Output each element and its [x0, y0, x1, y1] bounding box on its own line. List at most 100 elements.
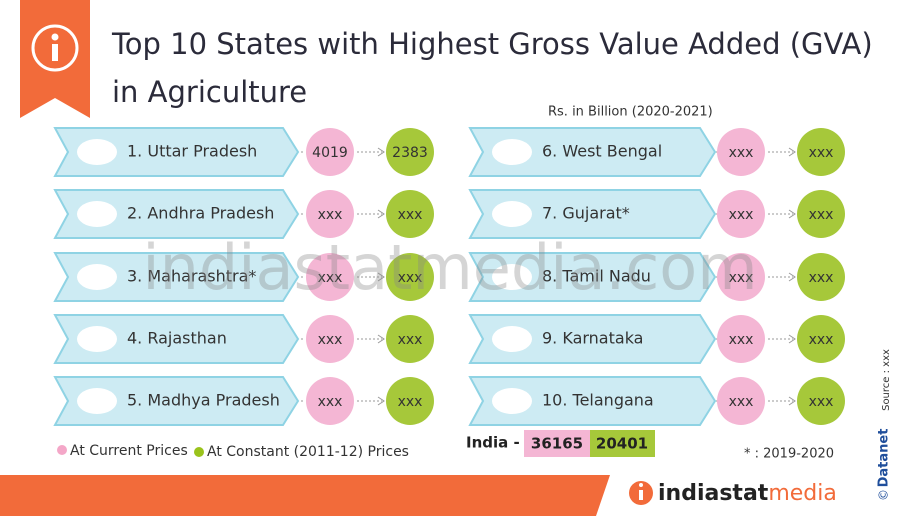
- state-name: 2. Andhra Pradesh: [127, 204, 274, 223]
- constant-circle: [386, 315, 434, 363]
- state-name: 1. Uttar Pradesh: [127, 142, 257, 161]
- arrow-head: [377, 209, 385, 219]
- info-icon-bar: [52, 44, 58, 61]
- india-constant-box: [590, 430, 655, 457]
- state-banner: [53, 127, 300, 177]
- constant-circle: [386, 190, 434, 238]
- arrow-head: [377, 272, 385, 282]
- current-circle: [306, 253, 354, 301]
- info-icon-dot: [51, 33, 59, 41]
- constant-circle: [386, 377, 434, 425]
- current-circle: [717, 253, 765, 301]
- state-name: 4. Rajasthan: [127, 329, 227, 348]
- current-value: xxx: [318, 207, 343, 223]
- state-banner: [53, 252, 300, 302]
- state-name: 8. Tamil Nadu: [542, 267, 651, 286]
- legend-dot-current: [57, 445, 67, 455]
- state-name: 10. Telangana: [542, 391, 654, 410]
- state-map: [77, 326, 117, 352]
- legend-dot-constant: [194, 447, 204, 457]
- current-value: xxx: [729, 145, 754, 161]
- constant-circle: [797, 315, 845, 363]
- current-circle: [717, 128, 765, 176]
- title: Top 10 States with Highest Gross Value A…: [111, 27, 873, 61]
- current-circle: [306, 377, 354, 425]
- brand: indiastatmedia: [658, 481, 837, 506]
- current-value: xxx: [318, 332, 343, 348]
- arrow-head: [788, 209, 796, 219]
- current-value: xxx: [318, 394, 343, 410]
- current-circle: [717, 377, 765, 425]
- state-banner: [53, 376, 300, 426]
- state-map: [77, 388, 117, 414]
- arrow-head: [788, 334, 796, 344]
- current-value: xxx: [729, 394, 754, 410]
- state-banner: [468, 314, 717, 364]
- arrow-head: [788, 396, 796, 406]
- watermark: indiastatmedia.com: [142, 231, 757, 304]
- datanet: Datanet: [877, 429, 892, 488]
- constant-value: xxx: [809, 207, 834, 223]
- state-banner: [468, 252, 717, 302]
- state-map: [77, 201, 117, 227]
- current-value: xxx: [729, 207, 754, 223]
- arrow-head: [788, 272, 796, 282]
- current-value: xxx: [729, 332, 754, 348]
- unit-label: Rs. in Billion (2020-2021): [548, 105, 713, 120]
- state-map: [492, 388, 532, 414]
- title: in Agriculture: [112, 75, 307, 109]
- legend-label: At Constant (2011-12) Prices: [207, 444, 409, 460]
- state-map: [77, 264, 117, 290]
- constant-value: xxx: [398, 207, 423, 223]
- constant-value: xxx: [398, 270, 423, 286]
- info-icon: [31, 24, 79, 72]
- footnote: * : 2019-2020: [744, 447, 834, 462]
- state-banner: [53, 189, 300, 239]
- state-banner: [468, 189, 717, 239]
- copyright: ©: [877, 489, 891, 501]
- constant-value: xxx: [398, 332, 423, 348]
- brand-icon-dot: [639, 483, 643, 487]
- state-name: 3. Maharashtra*: [127, 267, 256, 286]
- current-circle: [306, 128, 354, 176]
- constant-circle: [797, 128, 845, 176]
- constant-value: xxx: [809, 394, 834, 410]
- constant-value: 2383: [392, 145, 428, 161]
- state-name: 7. Gujarat*: [542, 204, 630, 223]
- india-current: 36165: [531, 435, 583, 453]
- constant-value: xxx: [809, 332, 834, 348]
- state-banner: [468, 376, 717, 426]
- brand-part: indiastat: [658, 481, 769, 506]
- current-circle: [306, 315, 354, 363]
- arrow-head: [377, 334, 385, 344]
- india-constant: 20401: [596, 435, 648, 453]
- constant-value: xxx: [809, 145, 834, 161]
- arrow-head: [377, 147, 385, 157]
- current-value: xxx: [729, 270, 754, 286]
- state-name: 5. Madhya Pradesh: [127, 391, 280, 410]
- constant-circle: [797, 377, 845, 425]
- state-map: [492, 326, 532, 352]
- state-name: 6. West Bengal: [542, 142, 662, 161]
- current-circle: [717, 190, 765, 238]
- state-map: [492, 139, 532, 165]
- current-value: xxx: [318, 270, 343, 286]
- footer-bar: [0, 475, 610, 516]
- arrow-head: [788, 147, 796, 157]
- current-circle: [717, 315, 765, 363]
- current-value: 4019: [312, 145, 348, 161]
- state-map: [492, 264, 532, 290]
- state-banner: [468, 127, 717, 177]
- india-current-box: [524, 430, 590, 457]
- source: Source : xxx: [881, 349, 892, 411]
- state-banner: [53, 314, 300, 364]
- arrow-head: [377, 396, 385, 406]
- state-name: 9. Karnataka: [542, 329, 643, 348]
- brand-part: media: [768, 481, 837, 506]
- constant-circle: [386, 128, 434, 176]
- side-credits: Source : xxx Datanet ©: [877, 349, 893, 501]
- constant-circle: [797, 190, 845, 238]
- legend-label: At Current Prices: [70, 443, 188, 459]
- india-label: India -: [466, 434, 520, 452]
